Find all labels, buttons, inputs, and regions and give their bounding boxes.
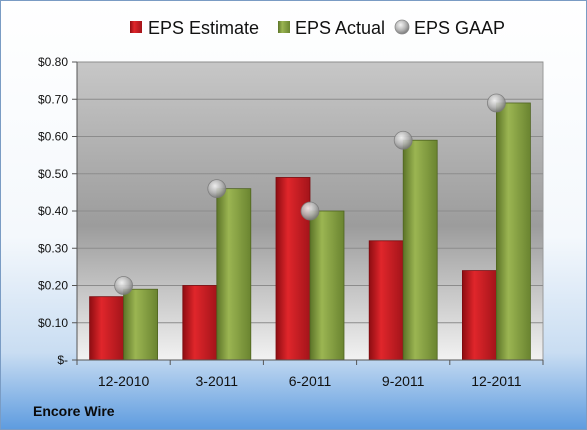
bar-eps-actual: [216, 188, 252, 361]
legend-label-eps-gaap: EPS GAAP: [414, 18, 505, 38]
x-axis: 12-2010 3-2011 6-2011 9-2011 12-2011: [76, 359, 544, 389]
bar-eps-actual: [495, 102, 531, 361]
y-tick-label: $0.60: [38, 130, 68, 144]
point-eps-gaap: [486, 93, 506, 113]
y-tick-label: $0.50: [38, 167, 68, 181]
y-tick-label: $0.30: [38, 241, 68, 255]
x-tick-label: 9-2011: [382, 373, 425, 389]
x-tick-label: 6-2011: [289, 373, 332, 389]
x-tick-label: 3-2011: [196, 373, 239, 389]
y-tick-label: $0.80: [38, 55, 68, 69]
bar-eps-estimate: [89, 296, 124, 361]
bar-eps-actual: [309, 210, 345, 361]
bar-eps-estimate: [368, 240, 404, 361]
bar-eps-estimate: [461, 270, 497, 361]
legend-swatch-eps-gaap: [394, 19, 410, 35]
legend-label-eps-estimate: EPS Estimate: [148, 18, 259, 38]
x-tick-label: 12-2011: [471, 373, 522, 389]
legend-label-eps-actual: EPS Actual: [295, 18, 385, 38]
y-tick-label: $-: [57, 353, 68, 367]
bar-eps-actual: [123, 288, 158, 361]
gaap-points: [114, 93, 506, 295]
point-eps-gaap: [207, 179, 227, 199]
point-eps-gaap: [393, 130, 413, 150]
legend-swatch-eps-estimate: [130, 21, 142, 33]
bar-eps-actual: [402, 139, 438, 361]
y-tick-label: $0.40: [38, 204, 68, 218]
point-eps-gaap: [300, 201, 320, 221]
y-tick-label: $0.70: [38, 92, 68, 106]
y-tick-label: $0.20: [38, 279, 68, 293]
point-eps-gaap: [114, 276, 133, 295]
y-tick-label: $0.10: [38, 316, 68, 330]
company-name: Encore Wire: [33, 403, 115, 419]
bars: [89, 102, 531, 361]
y-axis: $- $0.10 $0.20 $0.30 $0.40 $0.50 $0.60 $0.70 $0.…: [38, 55, 78, 367]
x-tick-label: 12-2010: [98, 373, 150, 389]
legend: EPS Estimate EPS Actual EPS GAAP: [130, 18, 505, 38]
bar-eps-estimate: [182, 285, 218, 361]
legend-swatch-eps-actual: [278, 21, 290, 33]
